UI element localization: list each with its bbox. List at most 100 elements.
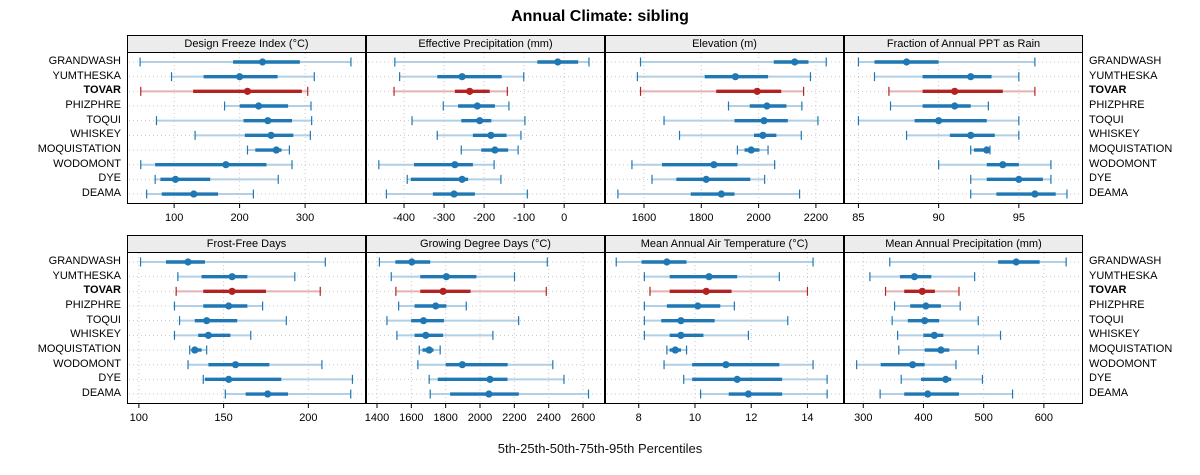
median-dot xyxy=(909,361,917,369)
site-label-right: WODOMONT xyxy=(1089,157,1157,170)
site-label-right: DYE xyxy=(1089,372,1112,385)
median-dot xyxy=(702,175,710,183)
median-dot xyxy=(924,390,932,398)
median-dot xyxy=(225,375,233,383)
median-dot xyxy=(671,346,679,354)
panel-axis: -400 -300 -200 -100 0 xyxy=(393,204,567,224)
median-dot xyxy=(432,302,440,310)
panel-title: Design Freeze Index (°C) xyxy=(184,38,309,50)
median-dot xyxy=(422,331,430,339)
site-label-left: DYE xyxy=(98,172,121,185)
site-label-left: DEAMA xyxy=(81,387,121,400)
site-label-right: GRANDWASH xyxy=(1089,255,1162,267)
site-label-right: WODOMONT xyxy=(1089,357,1157,370)
panel-axis: 8 10 12 14 xyxy=(636,404,814,424)
percentiles-caption: 5th-25th-50th-75th-95th Percentiles xyxy=(497,441,703,456)
median-dot xyxy=(236,73,244,81)
tick-label: 100 xyxy=(165,212,183,224)
median-dot xyxy=(171,175,180,183)
median-dot xyxy=(942,375,950,383)
median-dot xyxy=(264,117,272,125)
site-label-left: GRANDWASH xyxy=(48,255,121,267)
panel-plot xyxy=(366,52,605,204)
tick-label: 12 xyxy=(745,412,757,424)
tick-label: 600 xyxy=(1035,412,1053,424)
tick-label: 200 xyxy=(230,212,248,224)
median-dot xyxy=(466,87,474,95)
site-label-right: TOQUI xyxy=(1089,113,1124,126)
median-dot xyxy=(753,87,761,95)
median-dot xyxy=(951,102,959,110)
site-label-left: YUMTHESKA xyxy=(52,69,121,82)
site-label-right: YUMTHESKA xyxy=(1089,69,1158,82)
panel-axis: 1400 1600 1800 2000 2200 2400 2600 xyxy=(365,404,595,424)
tick-label: 100 xyxy=(130,412,148,424)
panel-axis: 85 90 95 xyxy=(852,204,1025,224)
tick-label: 0 xyxy=(561,212,567,224)
median-dot xyxy=(937,346,945,354)
tick-label: -100 xyxy=(513,212,535,224)
panel-border xyxy=(605,52,844,204)
panel-axis: 1600 1800 2000 2200 xyxy=(632,204,828,224)
site-label-right: PHIZPHRE xyxy=(1089,99,1145,111)
panel-title: Elevation (m) xyxy=(692,38,757,50)
median-dot xyxy=(272,146,280,154)
median-dot xyxy=(694,302,702,310)
median-dot xyxy=(255,102,263,110)
panel-strip: Frost-Free Days xyxy=(127,235,366,253)
median-dot xyxy=(705,273,713,281)
tick-label: 1800 xyxy=(689,212,713,224)
site-label-right: WHISKEY xyxy=(1089,328,1140,341)
site-label-right: DYE xyxy=(1089,172,1112,185)
tick-label: 2400 xyxy=(536,412,560,424)
panel-strip: Mean Annual Air Temperature (°C) xyxy=(605,235,844,253)
site-label-left: GRANDWASH xyxy=(48,55,121,67)
median-dot xyxy=(999,161,1007,169)
tick-label: 2200 xyxy=(502,412,526,424)
median-dot xyxy=(759,131,767,139)
tick-label: 500 xyxy=(974,412,992,424)
median-dot xyxy=(677,317,685,325)
median-dot xyxy=(554,58,562,66)
tick-label: 2000 xyxy=(746,212,770,224)
median-dot xyxy=(935,117,943,125)
median-dot xyxy=(1015,175,1023,183)
median-dot xyxy=(663,258,671,266)
panel-axis: 100 200 300 xyxy=(165,204,314,224)
median-dot xyxy=(458,73,466,81)
panel-plot xyxy=(844,252,1083,404)
median-dot xyxy=(450,190,458,198)
median-dot xyxy=(231,361,240,369)
median-dot xyxy=(747,146,755,154)
tick-label: 150 xyxy=(214,412,232,424)
median-dot xyxy=(190,190,198,198)
tick-label: 1600 xyxy=(399,412,423,424)
tick-label: 90 xyxy=(933,212,945,224)
site-label-left: DEAMA xyxy=(81,187,121,200)
panel-plot xyxy=(844,52,1083,204)
panel-strip: Effective Precipitation (mm) xyxy=(366,35,605,53)
site-label-left: MOQUISTATION xyxy=(37,343,121,356)
median-dot xyxy=(204,331,212,339)
panel-border xyxy=(844,52,1083,204)
tick-label: 1400 xyxy=(365,412,389,424)
site-label-left: PHIZPHRE xyxy=(65,99,121,111)
panel-plot xyxy=(127,252,366,404)
site-label-left: DYE xyxy=(98,372,121,385)
median-dot xyxy=(930,331,938,339)
site-label-left: WODOMONT xyxy=(53,157,121,170)
site-label-left: YUMTHESKA xyxy=(52,269,121,282)
median-dot xyxy=(476,117,484,125)
median-dot xyxy=(442,273,450,281)
panel-border xyxy=(127,52,366,204)
median-dot xyxy=(722,361,730,369)
median-dot xyxy=(763,102,771,110)
panel-strip: Growing Degree Days (°C) xyxy=(366,235,605,253)
median-dot xyxy=(458,361,466,369)
tick-label: 2000 xyxy=(468,412,492,424)
median-dot xyxy=(702,287,710,295)
panel-title: Mean Annual Air Temperature (°C) xyxy=(640,238,809,250)
panel-title: Mean Annual Precipitation (mm) xyxy=(885,238,1042,250)
site-label-right: DEAMA xyxy=(1089,387,1129,400)
